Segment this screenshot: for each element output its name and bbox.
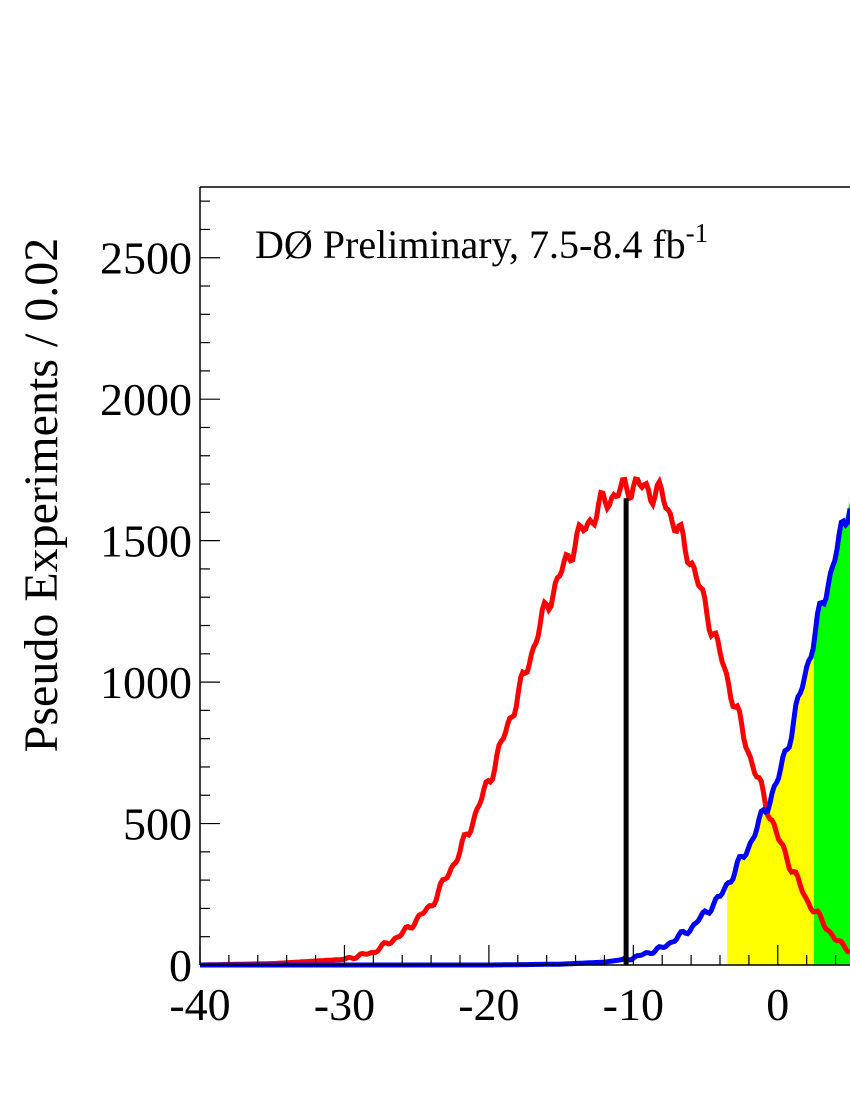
y-tick-label: 2000 — [100, 374, 192, 425]
tick-labels: 0 500 1000 1500 2000 2500 -40 -30 -20 -10 0 — [100, 233, 789, 1030]
x-tick-label: -30 — [314, 979, 375, 1030]
x-tick-label: -40 — [169, 979, 230, 1030]
x-tick-label: -20 — [458, 979, 519, 1030]
y-tick-label: 0 — [169, 940, 192, 991]
y-tick-label: 2500 — [100, 233, 192, 284]
x-tick-label: 0 — [766, 979, 789, 1030]
annotation-text: DØ Preliminary, 7.5-8.4 fb-1 — [255, 218, 708, 267]
plot-frame — [199, 186, 850, 966]
y-axis-label: Pseudo Experiments / 0.02 — [15, 238, 68, 753]
fill-region-1 — [813, 501, 850, 965]
y-tick-label: 500 — [123, 799, 192, 850]
series-0-line — [200, 475, 850, 968]
y-tick-label: 1000 — [100, 657, 192, 708]
y-tick-label: 1500 — [100, 516, 192, 567]
axis-ticks — [199, 200, 837, 966]
x-tick-label: -10 — [603, 979, 664, 1030]
